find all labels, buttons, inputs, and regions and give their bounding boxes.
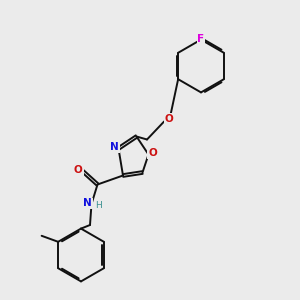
Text: N: N <box>110 142 119 152</box>
Text: O: O <box>74 165 83 175</box>
Text: N: N <box>83 198 92 208</box>
Text: O: O <box>164 113 173 124</box>
Text: H: H <box>95 201 101 210</box>
Text: F: F <box>197 34 205 44</box>
Text: O: O <box>148 148 157 158</box>
